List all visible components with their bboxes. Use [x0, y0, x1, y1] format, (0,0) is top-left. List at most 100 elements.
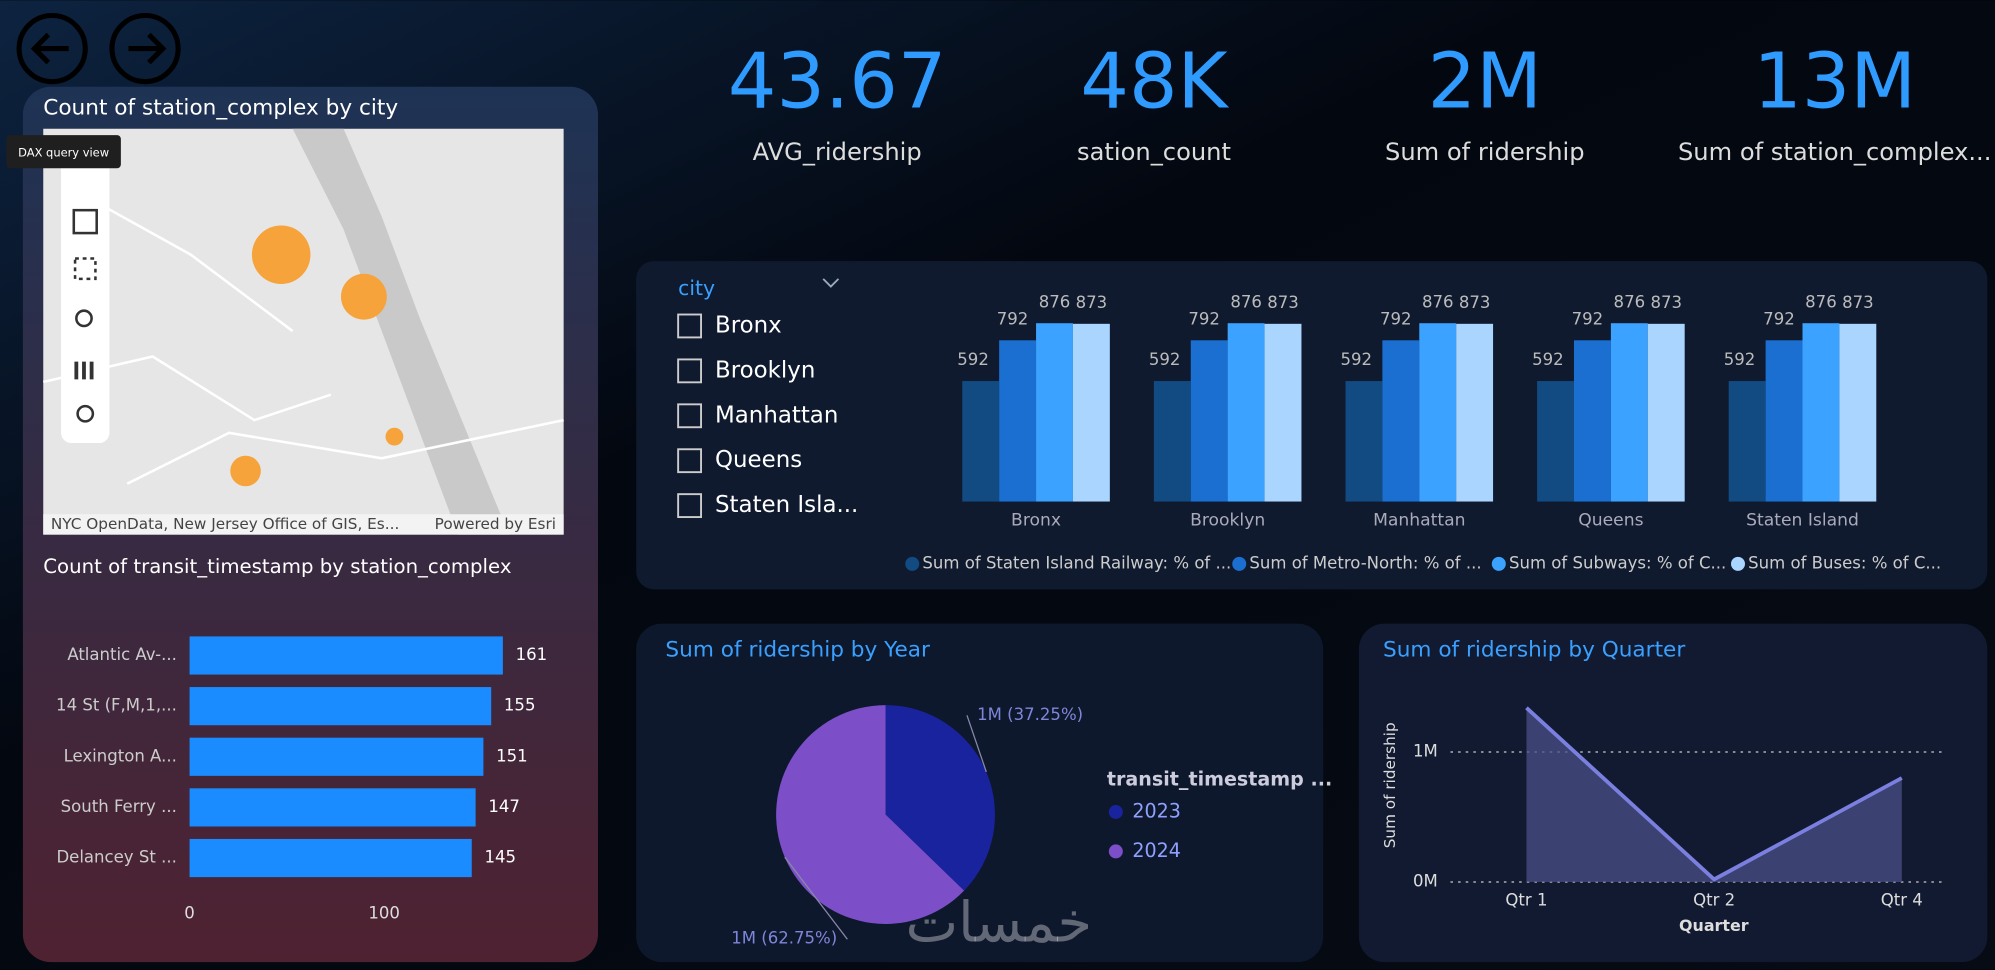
y-tick-label: Delancey St ... — [56, 848, 176, 867]
y-tick-label: 14 St (F,M,1,... — [56, 696, 177, 715]
bar[interactable] — [1036, 323, 1073, 502]
legend-title: transit_timestamp ... — [1107, 769, 1332, 791]
bar[interactable] — [189, 687, 492, 726]
bar[interactable] — [1573, 340, 1611, 502]
bar[interactable] — [1382, 340, 1420, 502]
data-label: 876 — [1614, 292, 1646, 311]
slicer-item: Brooklyn — [715, 357, 815, 383]
line — [1525, 706, 1903, 882]
slicer-checkbox[interactable] — [677, 403, 703, 429]
data-label: 792 — [1188, 309, 1220, 328]
y-tick-label: South Ferry ... — [61, 797, 177, 816]
data-label: 876 — [1422, 292, 1454, 311]
x-tick-label: 0 — [184, 903, 195, 922]
kpi-label: AVG_ridership — [753, 138, 922, 166]
kpi-value: 48K — [1080, 38, 1229, 127]
qr-icon[interactable] — [72, 208, 98, 235]
legend-label: 2023 — [1132, 800, 1181, 822]
map[interactable] — [43, 128, 564, 535]
back-button[interactable] — [16, 12, 88, 85]
map-bubble[interactable] — [340, 273, 387, 320]
slicer-checkbox[interactable] — [677, 358, 703, 384]
legend-label: Sum of Buses: % of C... — [1748, 553, 1941, 572]
bar[interactable] — [1456, 323, 1494, 502]
leader-line — [966, 715, 987, 773]
data-label: 592 — [1724, 350, 1756, 369]
data-label: 792 — [1572, 309, 1604, 328]
data-label: 592 — [957, 350, 989, 369]
legend-marker — [1491, 556, 1506, 571]
data-label: 876 — [1230, 292, 1262, 311]
bar[interactable] — [189, 788, 476, 827]
watermark: خمسات — [905, 891, 1092, 956]
x-tick-label: Queens — [1578, 511, 1643, 531]
pie-slice[interactable] — [885, 705, 995, 891]
x-tick-label: Qtr 4 — [1881, 891, 1923, 910]
pie-slice[interactable] — [776, 705, 965, 924]
legend-marker — [1232, 556, 1247, 571]
bar[interactable] — [189, 838, 472, 878]
x-tick-label: Qtr 2 — [1693, 891, 1735, 910]
map-bubble[interactable] — [251, 225, 311, 284]
map-bubble[interactable] — [230, 455, 261, 487]
slicer-chevron[interactable] — [822, 278, 840, 288]
bar[interactable] — [1610, 323, 1648, 502]
legend-label: Sum of Staten Island Railway: % of ... — [922, 553, 1231, 572]
legend-label: 2024 — [1132, 840, 1181, 862]
map-powered-by: Powered by Esri — [435, 515, 556, 533]
bar[interactable] — [1802, 323, 1840, 502]
bar[interactable] — [1153, 381, 1191, 502]
bar[interactable] — [1072, 323, 1110, 502]
data-label: 876 — [1039, 292, 1071, 311]
forward-button[interactable] — [109, 12, 181, 85]
tooltip-text: DAX query view — [18, 145, 109, 159]
data-label: 147 — [488, 797, 520, 816]
bar[interactable] — [962, 381, 1000, 502]
map-bubble[interactable] — [385, 427, 404, 446]
slicer-checkbox[interactable] — [677, 493, 703, 519]
kpi-label: sation_count — [1077, 138, 1231, 166]
slicer-item: Bronx — [715, 312, 782, 338]
slicer-checkbox[interactable] — [677, 448, 703, 474]
slicer-checkbox[interactable] — [677, 313, 703, 339]
bar[interactable] — [1839, 323, 1877, 502]
chart-icon[interactable] — [74, 361, 94, 380]
legend-marker — [905, 556, 920, 571]
data-label: 1M (62.75%) — [731, 929, 837, 948]
bar[interactable] — [1765, 340, 1803, 502]
map-toolbar — [61, 152, 110, 444]
bar[interactable] — [1647, 323, 1685, 502]
bar[interactable] — [1190, 340, 1228, 502]
data-label: 151 — [496, 746, 528, 765]
data-label: 873 — [1076, 293, 1108, 312]
search-icon[interactable] — [75, 309, 93, 328]
data-label: 873 — [1650, 293, 1682, 312]
bar[interactable] — [189, 636, 503, 675]
legend-marker — [1108, 804, 1123, 819]
data-label: 792 — [997, 309, 1029, 328]
bar[interactable] — [1227, 323, 1265, 502]
forward-arrow — [128, 32, 167, 65]
kpi-value: 13M — [1753, 38, 1916, 127]
select-icon[interactable] — [73, 257, 97, 281]
slicer-item: Queens — [715, 447, 802, 473]
data-label: 876 — [1805, 292, 1837, 311]
bar[interactable] — [189, 737, 484, 776]
data-label: 592 — [1532, 350, 1564, 369]
user-icon[interactable] — [76, 404, 95, 423]
bar[interactable] — [999, 340, 1037, 502]
bar[interactable] — [1345, 381, 1383, 502]
x-tick-label: Qtr 1 — [1505, 891, 1547, 910]
bar[interactable] — [1728, 381, 1766, 502]
bar[interactable] — [1264, 323, 1302, 502]
bar[interactable] — [1419, 323, 1457, 502]
chart-title: Sum of ridership by Year — [665, 637, 930, 662]
attribution-bar — [43, 514, 564, 535]
bar[interactable] — [1537, 381, 1574, 502]
tooltip — [6, 135, 121, 169]
slicer-item: Staten Isla... — [715, 492, 858, 518]
legend-marker — [1730, 556, 1745, 571]
data-label: 1M (37.25%) — [977, 705, 1083, 724]
